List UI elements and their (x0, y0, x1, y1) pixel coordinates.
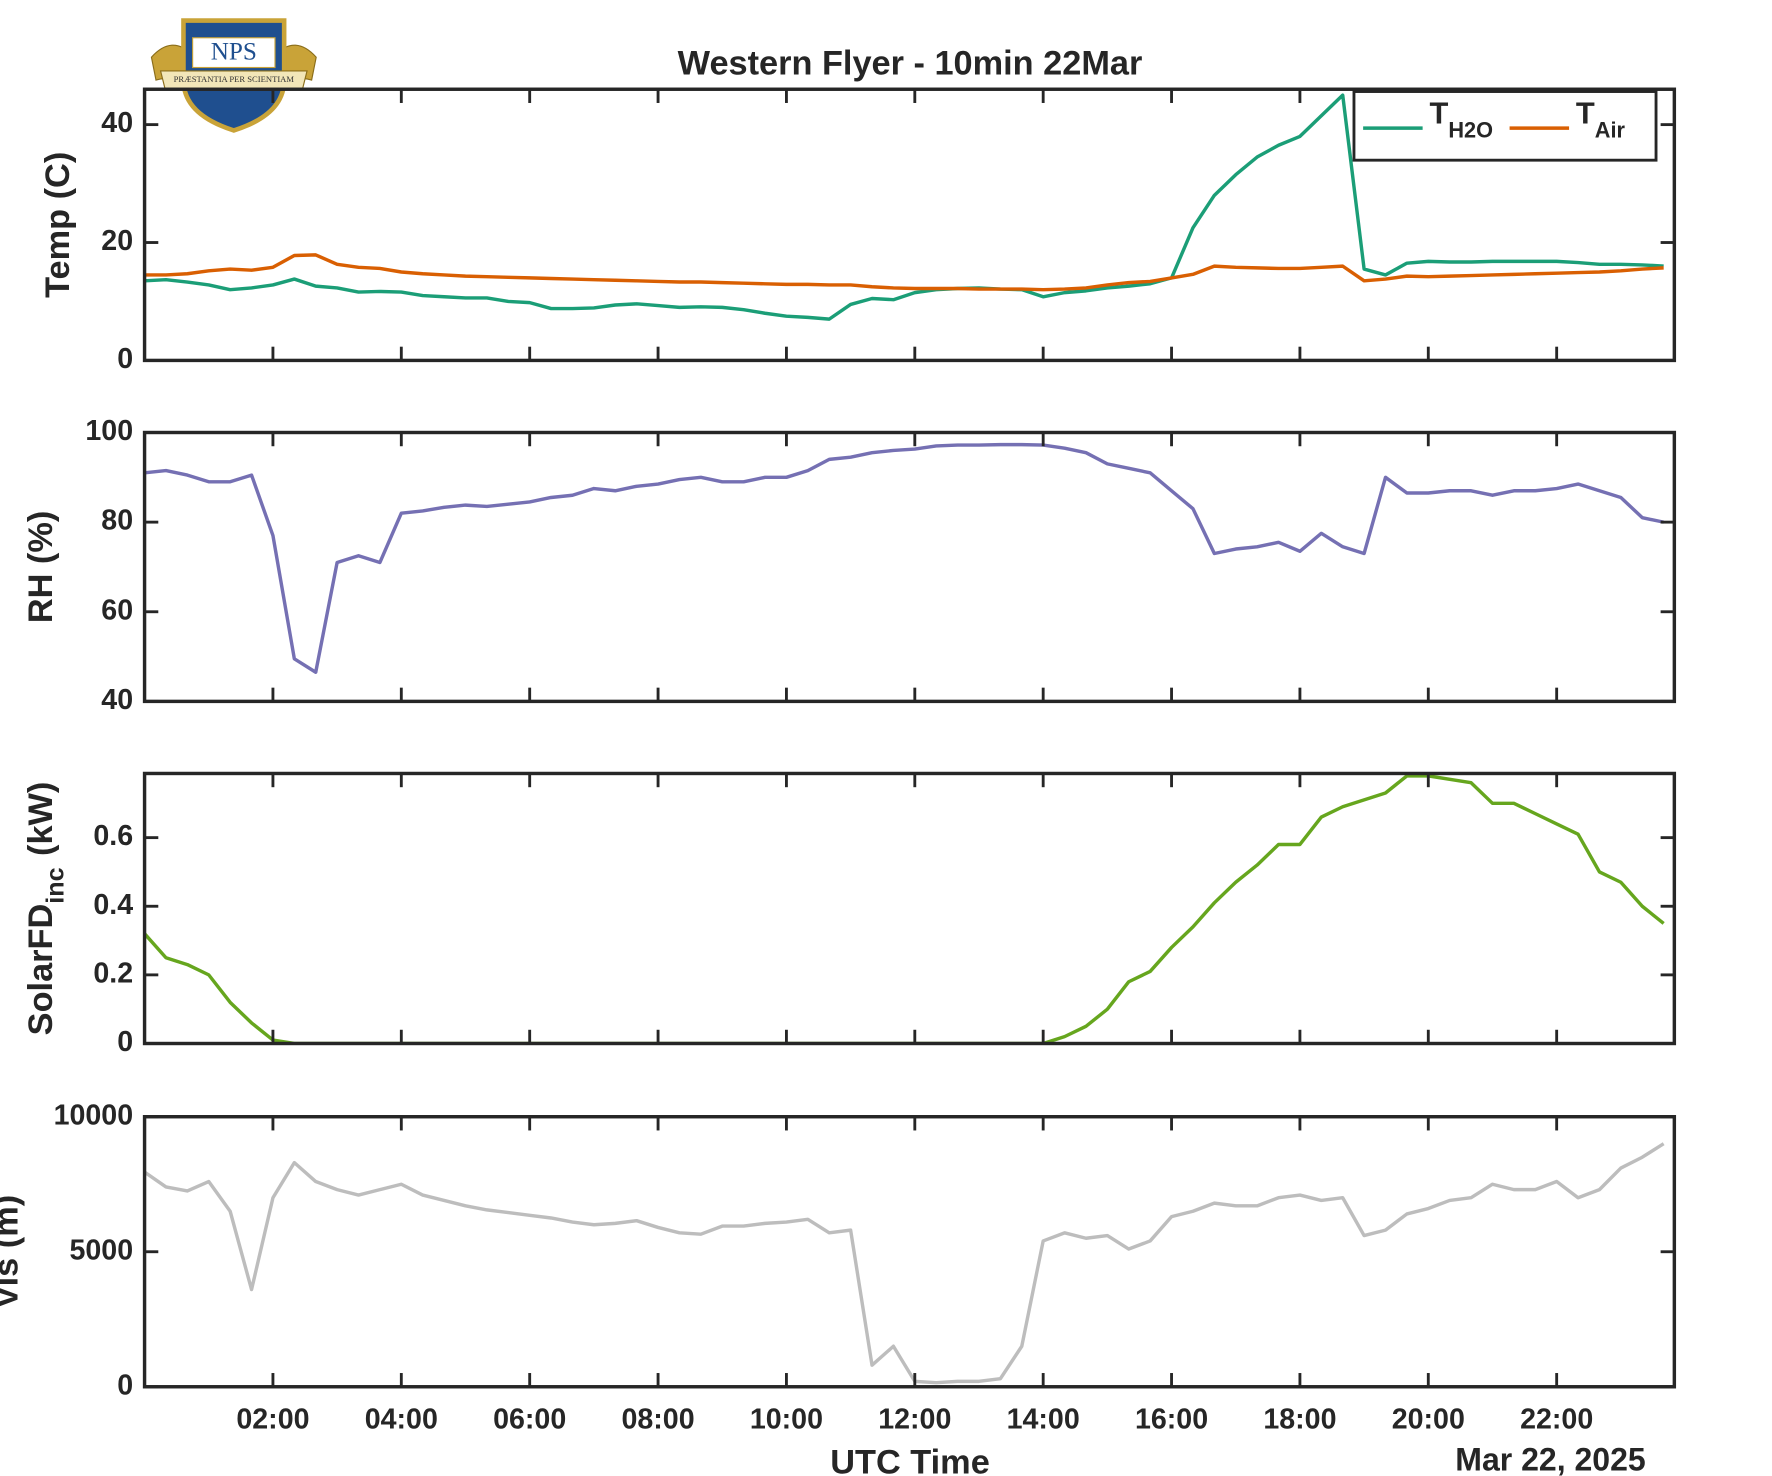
y-tick-label: 40 (101, 684, 133, 716)
y-axis-label-main: RH (%) (22, 511, 60, 623)
x-tick-label: 06:00 (493, 1404, 566, 1436)
y-tick-label: 60 (101, 594, 133, 626)
panel: 40 60 80 100 RH (%) (22, 415, 1677, 716)
series-line (144, 93, 1664, 321)
x-tick-label: 14:00 (1007, 1404, 1080, 1436)
y-tick-label: 80 (101, 505, 133, 537)
logo-motto: PRÆSTANTIA PER SCIENTIAM (174, 74, 295, 84)
y-axis-label: Vis (m) (0, 1195, 26, 1309)
y-axis-label-main: Vis (m) (0, 1195, 26, 1309)
y-tick-label: 0 (117, 1369, 133, 1401)
x-tick-label: 18:00 (1263, 1404, 1336, 1436)
x-tick-label: 10:00 (750, 1404, 823, 1436)
chart-title: Western Flyer - 10min 22Mar (678, 44, 1143, 82)
y-axis-label-sub: inc (41, 867, 69, 903)
y-axis-label-main: Temp (C) (39, 152, 77, 298)
logo-text: NPS (211, 39, 257, 66)
panel: 0 5000 10000 02:00 04:00 06:00 08:00 10:00 12:00… (0, 1099, 1677, 1436)
x-tick-label: 16:00 (1135, 1404, 1208, 1436)
y-tick-label: 100 (85, 415, 133, 447)
legend-name: T (1429, 96, 1448, 131)
y-tick-label: 0.2 (93, 957, 133, 989)
axes-box (142, 87, 1677, 363)
legend-subscript: Air (1595, 117, 1626, 142)
legend-label: TH2O (1429, 96, 1493, 143)
logo-plate (192, 37, 276, 69)
axes-box (142, 771, 1677, 1046)
x-tick-label: 12:00 (878, 1404, 951, 1436)
y-tick-label: 10000 (54, 1099, 134, 1131)
series-line (144, 253, 1664, 292)
legend-subscript: H2O (1448, 117, 1493, 142)
x-tick-label: 08:00 (621, 1404, 694, 1436)
y-tick-label: 0.6 (93, 820, 133, 852)
y-tick-label: 0 (117, 1026, 133, 1058)
y-tick-label: 0.4 (93, 889, 133, 921)
series-line (144, 1142, 1665, 1385)
x-tick-label: 22:00 (1520, 1404, 1593, 1436)
series-line (144, 774, 1665, 1044)
y-tick-label: 20 (101, 225, 133, 257)
x-tick-label: 02:00 (236, 1404, 309, 1436)
y-tick-label: 5000 (70, 1234, 134, 1266)
date-label: Mar 22, 2025 (1455, 1442, 1645, 1476)
y-axis-label: RH (%) (22, 511, 60, 623)
axes-box (142, 430, 1677, 704)
legend-label: TAir (1576, 96, 1626, 143)
y-axis-label: SolarFDinc (kW) (22, 782, 69, 1036)
y-axis-label: Temp (C) (39, 152, 77, 298)
nps-logo: NPS PRÆSTANTIA PER SCIENTIAM (150, 18, 317, 133)
y-axis-label-main: SolarFD (22, 904, 60, 1036)
legend: TH2O TAir (1352, 90, 1658, 162)
series-line (144, 442, 1664, 674)
x-tick-label: 04:00 (365, 1404, 438, 1436)
x-axis-label: UTC Time (830, 1444, 990, 1476)
legend-name: T (1576, 96, 1595, 131)
y-tick-label: 0 (117, 343, 133, 375)
x-tick-label: 20:00 (1392, 1404, 1465, 1436)
y-tick-label: 40 (101, 107, 133, 139)
legend-box (1352, 90, 1658, 162)
panel: 0 0.2 0.4 0.6 SolarFDinc (kW) (22, 771, 1677, 1058)
y-axis-label-unit: (kW) (22, 782, 60, 856)
